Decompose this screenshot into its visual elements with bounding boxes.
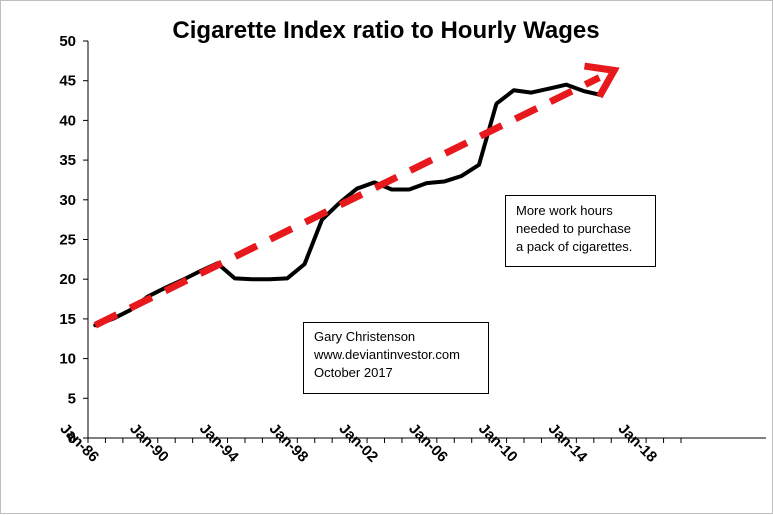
x-tick-label: Jan-14: [545, 420, 591, 466]
credit-author: Gary Christenson: [314, 328, 488, 346]
work-note-line: needed to purchase: [516, 220, 655, 238]
y-tick-label: 5: [68, 390, 76, 407]
y-tick-label: 15: [59, 311, 76, 328]
y-tick-label: 20: [59, 271, 76, 288]
y-tick-label: 45: [59, 73, 76, 90]
x-tick-label: Jan-86: [57, 420, 103, 466]
chart-title: Cigarette Index ratio to Hourly Wages: [172, 17, 599, 44]
x-tick-label: Jan-90: [126, 420, 172, 466]
credit-date: October 2017: [314, 364, 488, 382]
work-note-line: More work hours: [516, 202, 655, 220]
y-tick-label: 10: [59, 351, 76, 368]
x-tick-label: Jan-06: [405, 420, 451, 466]
work-hours-note: More work hours needed to purchase a pac…: [505, 195, 656, 267]
credit-note: Gary Christenson www.deviantinvestor.com…: [303, 322, 489, 394]
credit-website: www.deviantinvestor.com: [314, 346, 488, 364]
x-tick-label: Jan-02: [336, 420, 382, 466]
x-tick-label: Jan-98: [266, 420, 312, 466]
y-tick-label: 35: [59, 152, 76, 169]
y-tick-label: 30: [59, 192, 76, 209]
x-axis-ticks: Jan-86 Jan-90 Jan-94 Jan-98 Jan-02 Jan-06 Jan-…: [57, 420, 681, 466]
y-tick-label: 25: [59, 232, 76, 249]
work-note-line: a pack of cigarettes.: [516, 238, 655, 256]
y-tick-label: 40: [59, 112, 76, 129]
x-tick-label: Jan-10: [475, 420, 521, 466]
x-tick-label: Jan-18: [615, 420, 661, 466]
y-tick-label: 50: [59, 33, 76, 50]
x-tick-label: Jan-94: [196, 420, 242, 466]
